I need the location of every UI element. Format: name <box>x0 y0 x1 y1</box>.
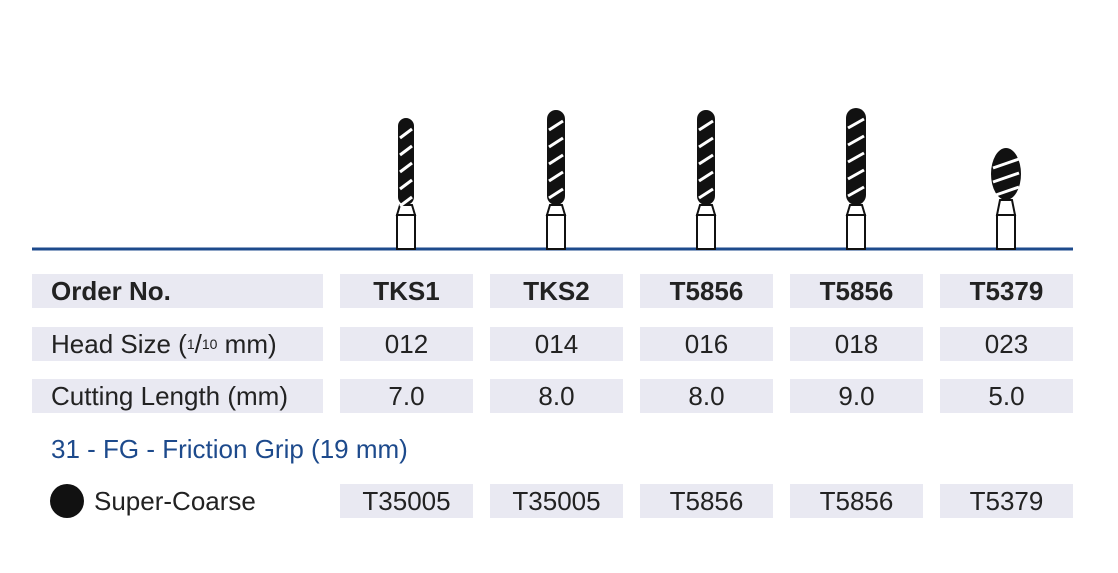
cell: 7.0 <box>340 379 473 413</box>
section-title: 31 - FG - Friction Grip (19 mm) <box>51 433 408 464</box>
bur-part <box>845 204 867 216</box>
bur-part <box>847 168 865 181</box>
row-label: Head Size (1/10 mm) <box>32 327 323 361</box>
bur-part <box>547 110 565 205</box>
bur-part <box>399 195 413 208</box>
cell: T5379 <box>940 484 1073 518</box>
cell: T5856 <box>790 484 923 518</box>
bur-part <box>399 144 413 157</box>
bur-part <box>847 117 865 130</box>
bur-part <box>399 178 413 191</box>
cell: 016 <box>640 327 773 361</box>
bur-part <box>396 214 416 250</box>
label-part: 1 <box>186 336 195 352</box>
row-label: Cutting Length (mm) <box>32 379 323 413</box>
cell: 018 <box>790 327 923 361</box>
grit-text: Super-Coarse <box>94 485 256 516</box>
label-part: Head Size ( <box>51 328 187 359</box>
bur-part <box>399 127 413 140</box>
bur-part <box>847 185 865 198</box>
bur-illustrations <box>32 108 1073 251</box>
cell: 014 <box>490 327 623 361</box>
cell: T5379 <box>940 274 1073 308</box>
cell: TKS1 <box>340 274 473 308</box>
bur-part <box>698 136 714 149</box>
bur-part <box>696 214 716 250</box>
cell: 023 <box>940 327 1073 361</box>
burs <box>395 108 1021 250</box>
bur-part <box>697 110 715 205</box>
cell: T5856 <box>640 274 773 308</box>
label-part: mm) <box>217 328 277 359</box>
bur-part <box>992 171 1020 184</box>
bur-part <box>995 199 1017 216</box>
bur-part <box>399 161 413 174</box>
cell: 5.0 <box>940 379 1073 413</box>
bur-part <box>847 134 865 147</box>
bur-part <box>695 204 717 216</box>
bur-part <box>698 187 714 200</box>
bur-part <box>548 187 564 200</box>
bur-part <box>548 136 564 149</box>
bur-part <box>996 214 1016 250</box>
bur-part <box>698 170 714 183</box>
bur-part <box>698 119 714 132</box>
cell: 8.0 <box>490 379 623 413</box>
cell: T5856 <box>790 274 923 308</box>
cell: 9.0 <box>790 379 923 413</box>
bur-part <box>847 151 865 164</box>
cell: T35005 <box>490 484 623 518</box>
bur-part <box>846 214 866 250</box>
row-label: Order No. <box>32 274 323 308</box>
grit-dot <box>50 484 84 518</box>
bur-part <box>548 153 564 166</box>
bur-part <box>992 157 1020 170</box>
bur-part <box>698 153 714 166</box>
label-part: 10 <box>201 336 218 352</box>
cell: 012 <box>340 327 473 361</box>
bur-part <box>395 204 417 216</box>
cell: TKS2 <box>490 274 623 308</box>
bur-part <box>548 119 564 132</box>
bur-part <box>545 204 567 216</box>
label-part: / <box>194 328 202 359</box>
cell: 8.0 <box>640 379 773 413</box>
cell: T35005 <box>340 484 473 518</box>
cell: T5856 <box>640 484 773 518</box>
bur-part <box>992 185 1020 198</box>
grit-label: Super-Coarse <box>32 484 323 518</box>
bur-part <box>548 170 564 183</box>
bur-part <box>546 214 566 250</box>
